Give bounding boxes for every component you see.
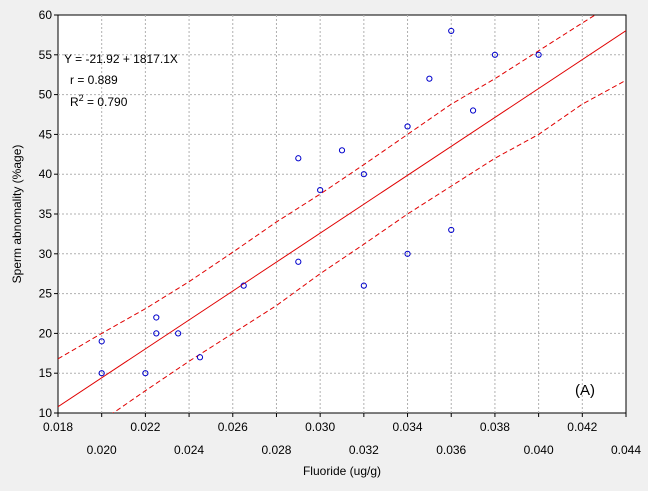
data-point <box>98 338 105 345</box>
y-tick-label: 20 <box>39 326 53 340</box>
confidence-band <box>58 15 626 413</box>
y-tick-label: 10 <box>39 406 53 420</box>
data-point <box>360 171 367 178</box>
data-point <box>491 51 499 58</box>
data-point <box>448 226 455 234</box>
data-point <box>338 147 346 154</box>
x-tick-label: 0.026 <box>218 420 248 434</box>
data-points <box>98 27 542 377</box>
x-tick-label: 0.022 <box>130 420 160 434</box>
confidence-upper <box>58 15 597 360</box>
data-point <box>448 27 455 35</box>
data-point <box>360 282 367 289</box>
x-tick-label: 0.020 <box>87 443 117 457</box>
data-point <box>317 187 324 194</box>
x-tick-label: 0.036 <box>436 443 466 457</box>
data-point <box>175 330 182 337</box>
data-point <box>404 250 411 257</box>
x-tick-label: 0.028 <box>261 443 291 457</box>
x-tick-label: 0.018 <box>43 420 73 434</box>
data-point <box>295 155 302 162</box>
r2-superscript: 2 <box>79 93 84 103</box>
data-point <box>295 258 302 265</box>
x-tick-label: 0.040 <box>524 443 554 457</box>
equation-annotation: Y = -21.92 + 1817.1X <box>64 52 178 66</box>
y-tick-label: 50 <box>39 88 53 102</box>
data-point <box>404 123 411 130</box>
y-tick-label: 40 <box>39 167 53 181</box>
x-axis-title: Fluoride (ug/g) <box>303 464 381 478</box>
y-tick-labels: 10 15 20 25 30 35 40 45 50 55 60 <box>39 8 58 420</box>
x-tick-label: 0.030 <box>305 420 335 434</box>
y-tick-label: 15 <box>39 366 53 380</box>
x-tick-label: 0.034 <box>393 420 423 434</box>
y-tick-label: 45 <box>39 127 53 141</box>
y-tick-label: 35 <box>39 207 53 221</box>
confidence-lower <box>112 79 626 413</box>
r2-value: = 0.790 <box>84 95 128 109</box>
x-tick-labels: 0.018 0.022 0.026 0.030 0.034 0.038 0.042 0.020… <box>43 413 641 457</box>
y-tick-label: 60 <box>39 8 53 22</box>
data-point <box>98 370 105 377</box>
regression-line <box>58 30 626 408</box>
x-tick-label: 0.044 <box>611 443 641 457</box>
data-point <box>196 354 204 361</box>
x-tick-label: 0.024 <box>174 443 204 457</box>
data-point <box>535 51 542 58</box>
regression-line-group <box>58 30 626 408</box>
y-tick-label: 30 <box>39 247 53 261</box>
data-point <box>142 370 149 377</box>
data-point <box>426 75 433 82</box>
y-tick-label: 25 <box>39 287 53 301</box>
x-tick-label: 0.042 <box>567 420 597 434</box>
panel-label: (A) <box>575 382 595 399</box>
y-axis-title: Sperm abnomality (%age) <box>10 145 24 284</box>
data-point <box>153 330 160 337</box>
x-tick-label: 0.038 <box>480 420 510 434</box>
data-point <box>240 282 247 289</box>
r2-prefix: R <box>70 95 79 109</box>
grid-lines <box>58 15 626 413</box>
r2-annotation: R2 = 0.790 <box>70 93 128 109</box>
data-point <box>469 107 477 114</box>
x-tick-label: 0.032 <box>349 443 379 457</box>
r-annotation: r = 0.889 <box>70 73 118 87</box>
y-tick-label: 55 <box>39 48 53 62</box>
data-point <box>153 314 160 321</box>
